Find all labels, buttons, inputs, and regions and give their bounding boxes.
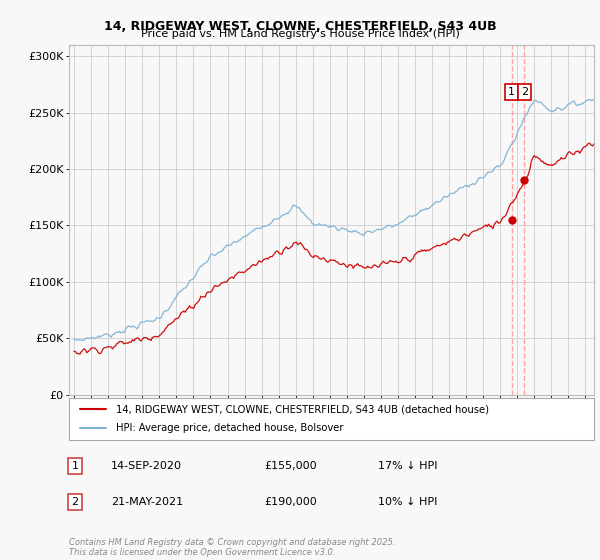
Text: Contains HM Land Registry data © Crown copyright and database right 2025.
This d: Contains HM Land Registry data © Crown c… (69, 538, 395, 557)
Text: £190,000: £190,000 (264, 497, 317, 507)
Text: £155,000: £155,000 (264, 461, 317, 471)
Text: 17% ↓ HPI: 17% ↓ HPI (378, 461, 437, 471)
Text: 1: 1 (508, 87, 515, 97)
Text: Price paid vs. HM Land Registry's House Price Index (HPI): Price paid vs. HM Land Registry's House … (140, 29, 460, 39)
Text: 14, RIDGEWAY WEST, CLOWNE, CHESTERFIELD, S43 4UB (detached house): 14, RIDGEWAY WEST, CLOWNE, CHESTERFIELD,… (116, 404, 489, 414)
Text: 2: 2 (521, 87, 529, 97)
Text: 21-MAY-2021: 21-MAY-2021 (111, 497, 183, 507)
Text: 10% ↓ HPI: 10% ↓ HPI (378, 497, 437, 507)
Text: 14-SEP-2020: 14-SEP-2020 (111, 461, 182, 471)
Text: 1: 1 (71, 461, 79, 471)
Text: HPI: Average price, detached house, Bolsover: HPI: Average price, detached house, Bols… (116, 423, 344, 433)
Text: 2: 2 (71, 497, 79, 507)
Text: 14, RIDGEWAY WEST, CLOWNE, CHESTERFIELD, S43 4UB: 14, RIDGEWAY WEST, CLOWNE, CHESTERFIELD,… (104, 20, 496, 32)
